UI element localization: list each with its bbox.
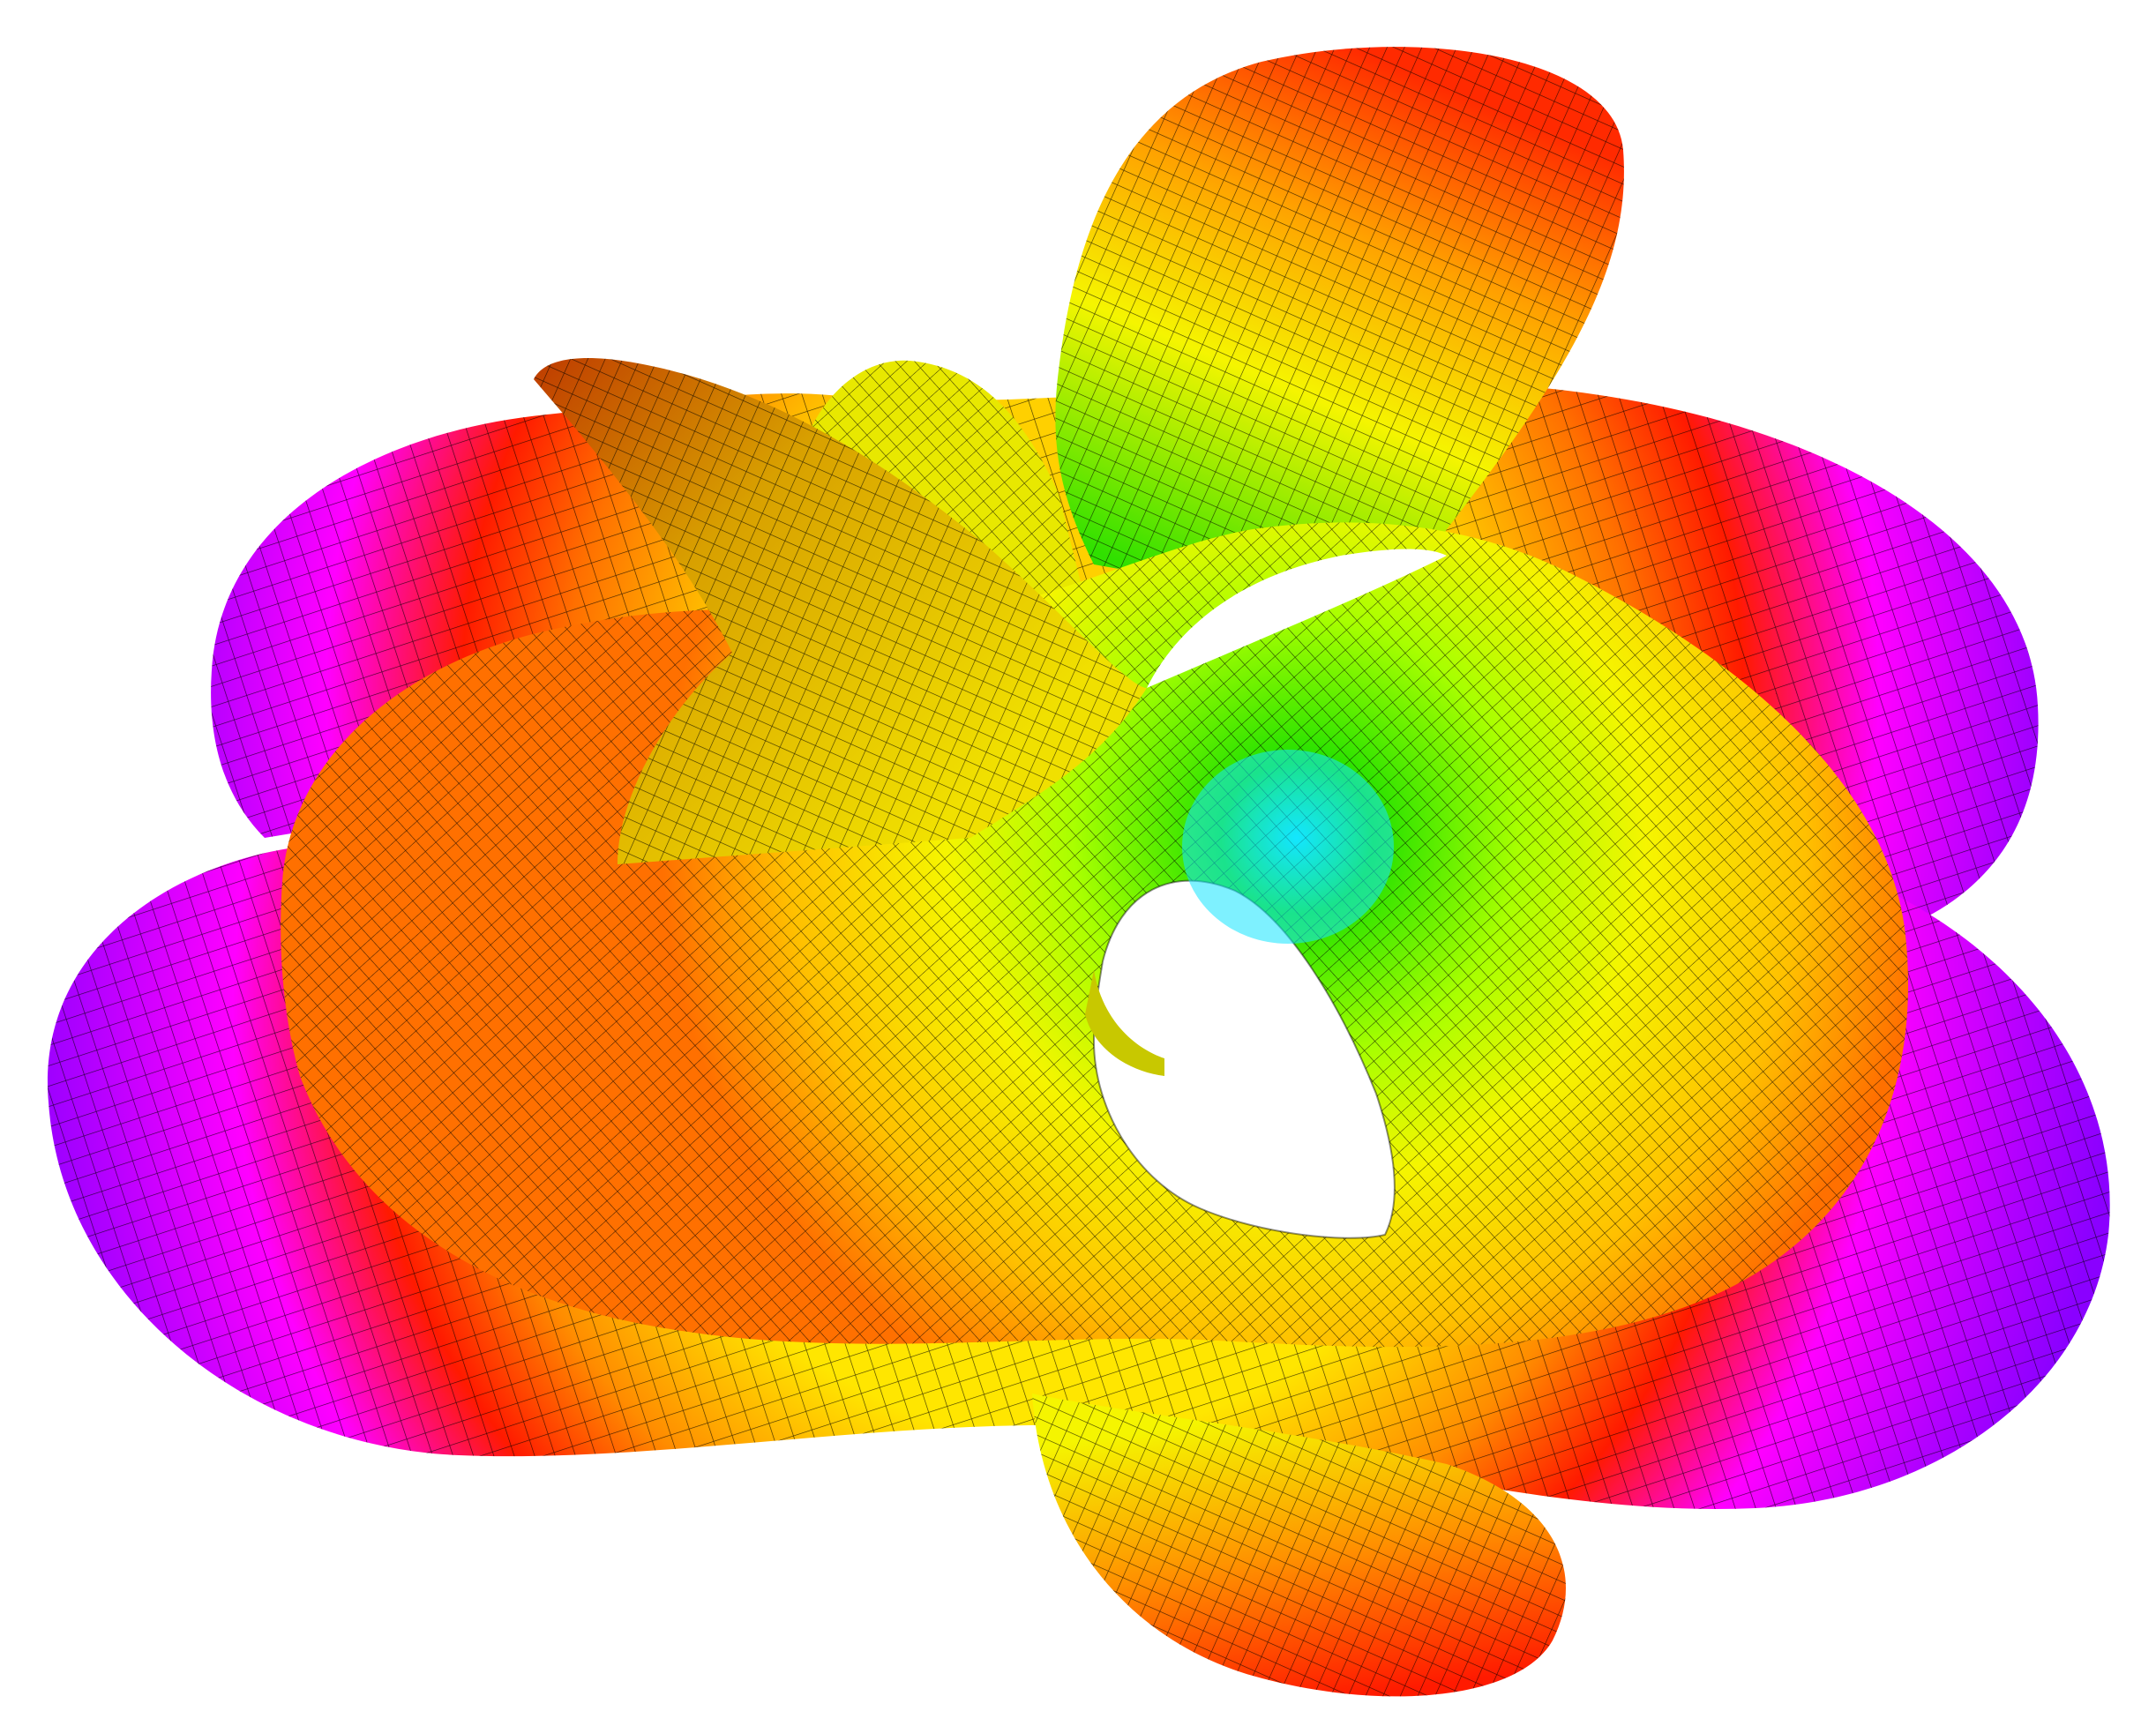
- left-lobe: [534, 358, 1147, 864]
- central-body: [281, 522, 1909, 1348]
- cyan-throat: [1182, 750, 1394, 944]
- top-lobe: [1055, 47, 1624, 618]
- upper-hole: [1147, 549, 1447, 688]
- throat-tube: [1085, 970, 1164, 1076]
- bottom-lobe: [1032, 1393, 1566, 1697]
